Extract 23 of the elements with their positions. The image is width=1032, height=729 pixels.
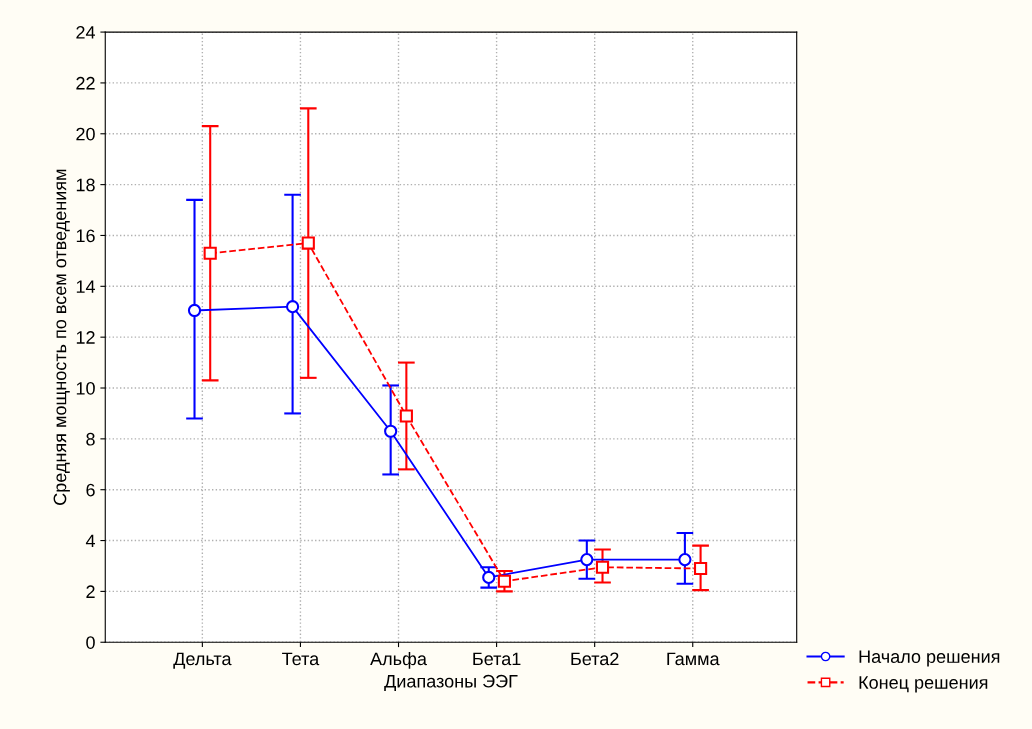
x-tick-label: Дельта (173, 652, 232, 669)
legend-label: Начало решения (859, 650, 1000, 667)
legend-label: Конец решения (859, 676, 988, 693)
x-tick-label: Альфа (370, 651, 427, 669)
y-tick-label: 6 (86, 483, 95, 497)
y-tick-label: 14 (76, 280, 96, 293)
x-axis-title: Диапазоны ЭЭГ (384, 674, 518, 692)
y-tick-label: 20 (76, 127, 95, 141)
y-tick-label: 24 (76, 26, 96, 39)
y-tick-label: 10 (76, 381, 95, 395)
y-axis-title: Средняя мощность по всем отведениям (53, 169, 70, 505)
y-tick-label: 2 (86, 585, 95, 598)
x-tick-label: Тета (282, 652, 320, 666)
y-tick-label: 18 (76, 178, 95, 192)
y-tick-label: 0 (86, 636, 95, 649)
y-tick-label: 22 (76, 76, 95, 90)
x-tick-label: Гамма (667, 652, 720, 666)
y-tick-label: 8 (86, 432, 95, 446)
y-tick-label: 4 (85, 534, 96, 548)
y-tick-label: 16 (76, 229, 95, 243)
y-tick-label: 12 (76, 331, 95, 344)
x-tick-label: Бета2 (571, 652, 619, 666)
x-tick-label: Бета1 (473, 652, 521, 666)
